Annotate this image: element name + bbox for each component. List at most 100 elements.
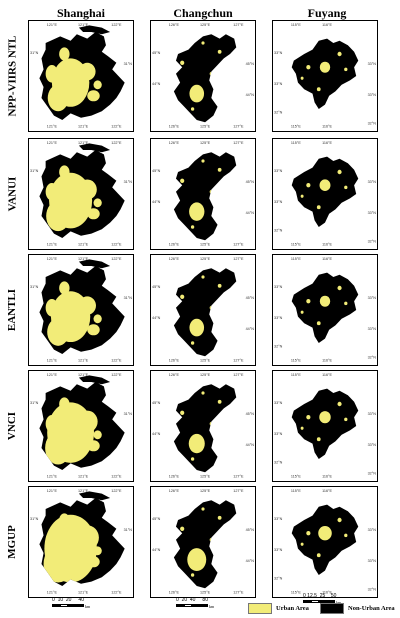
map-svg: 115°E 115°E 116°E 116°E 33°N 33°N 33°N 33°N 32°N… xyxy=(274,489,377,595)
map-svg: 126°E 126°E 125°E 125°E 127°E 127°E 45°N 45°N 44… xyxy=(152,257,255,363)
tick-label-x: 122°E xyxy=(111,243,122,247)
tick-label-y: 44°N xyxy=(152,316,161,320)
map-fuyang-npp-viirs-ntl: 115°E 115°E 116°E 116°E 33°N 33°N 33°N 33°N 32°N… xyxy=(272,20,378,132)
tick-label-x-top: 125°E xyxy=(200,23,211,27)
tick-label-x: 121°E xyxy=(78,475,89,479)
tick-label-x-top: 126°E xyxy=(169,257,180,261)
tick-label-y: 33°N xyxy=(274,285,283,289)
tick-label-x: 122°E xyxy=(111,475,122,479)
map-changchun-vnci: 126°E 126°E 125°E 125°E 127°E 127°E 45°N 45°N 44… xyxy=(150,370,256,482)
island xyxy=(78,491,111,501)
tick-label-x: 125°E xyxy=(200,359,211,363)
tick-label-x: 122°E xyxy=(111,359,122,363)
legend-label-non-urban: Non-Urban Area xyxy=(348,605,395,612)
tick-label-x-top: 121°E xyxy=(78,257,89,261)
tick-label-y-right: 31°N xyxy=(124,180,133,184)
tick-label-x: 116°E xyxy=(322,125,332,129)
tick-label-x-top: 126°E xyxy=(169,373,180,377)
non-urban-area xyxy=(291,38,359,109)
tick-label-x: 127°E xyxy=(233,475,244,479)
tick-label-y-right: 33°N xyxy=(368,62,377,66)
map-changchun-eantli: 126°E 126°E 125°E 125°E 127°E 127°E 45°N 45°N 44… xyxy=(150,254,256,366)
tick-label-y-right: 32°N xyxy=(368,239,377,243)
tick-label-y-right: 31°N xyxy=(124,528,133,532)
tick-label-x: 122°E xyxy=(111,591,122,595)
tick-label-y: 32°N xyxy=(274,344,283,348)
tick-label-y-right: 44°N xyxy=(246,93,255,97)
scalebar-shanghai: 0 10 20 40 km xyxy=(52,597,91,609)
scalebar-fuyang: 0 12.5 25 50 km xyxy=(303,593,341,605)
tick-label-y: 44°N xyxy=(152,548,161,552)
legend-non-urban-area: Non-Urban Area xyxy=(320,603,395,614)
tick-label-y-right: 44°N xyxy=(246,327,255,331)
tick-label-x-top: 121°E xyxy=(47,23,58,27)
tick-label-y: 33°N xyxy=(274,517,283,521)
map-svg: 126°E 126°E 125°E 125°E 127°E 127°E 45°N 45°N 44… xyxy=(152,373,254,479)
tick-label-x-top: 121°E xyxy=(78,373,89,377)
non-urban-area xyxy=(291,388,359,459)
row-label-mgup: MGUP xyxy=(6,525,19,559)
column-title-changchun: Changchun xyxy=(173,6,233,20)
tick-label-x-top: 121°E xyxy=(47,141,58,145)
tick-label-x: 125°E xyxy=(200,475,211,479)
tick-label-x-top: 125°E xyxy=(200,257,211,261)
tick-label-y: 33°N xyxy=(274,316,283,320)
tick-label-x: 115°E xyxy=(291,475,301,479)
map-changchun-mgup: 126°E 126°E 125°E 125°E 127°E 127°E 45°N 45°N 44… xyxy=(150,486,256,598)
tick-label-x: 116°E xyxy=(322,359,332,363)
tick-label-x-top: 121°E xyxy=(78,141,89,145)
map-svg: 115°E 115°E 116°E 116°E 33°N 33°N 33°N 33°N 32°N… xyxy=(274,257,377,363)
tick-label-y-right: 45°N xyxy=(246,296,255,300)
column-title-shanghai: Shanghai xyxy=(56,6,106,20)
tick-label-x: 126°E xyxy=(169,359,180,363)
tick-label-y: 45°N xyxy=(152,169,161,173)
map-fuyang-eantli: 115°E 115°E 116°E 116°E 33°N 33°N 33°N 33°N 32°N… xyxy=(272,254,378,366)
tick-label-y-right: 33°N xyxy=(368,296,377,300)
urban-area xyxy=(300,169,348,210)
tick-label-y: 45°N xyxy=(152,401,161,405)
tick-label-x: 116°E xyxy=(322,475,332,479)
row-label-npp-viirs-ntl: NPP-VIIRS NTL xyxy=(6,35,19,117)
tick-label-x-top: 126°E xyxy=(169,23,180,27)
tick-label-x-top: 116°E xyxy=(322,373,332,377)
non-urban-area xyxy=(173,500,237,589)
tick-label-x-top: 116°E xyxy=(322,23,332,27)
tick-label-x-top: 122°E xyxy=(111,373,122,377)
tick-label-x: 127°E xyxy=(233,125,244,129)
tick-label-x: 121°E xyxy=(78,125,89,129)
tick-label-y-right: 45°N xyxy=(246,528,255,532)
urban-area xyxy=(300,285,348,326)
legend-label-urban: Urban Area xyxy=(276,605,309,612)
island xyxy=(78,375,111,385)
tick-label-y: 45°N xyxy=(152,517,161,521)
map-shanghai-mgup: 121°E 121°E 121°E 121°E 122°E 122°E 31°N 31°N xyxy=(28,486,134,598)
tick-label-y-right: 32°N xyxy=(368,587,377,591)
tick-label-y-right: 31°N xyxy=(124,412,133,416)
urban-area xyxy=(180,275,222,345)
tick-label-x: 121°E xyxy=(47,475,58,479)
tick-label-x-top: 116°E xyxy=(322,141,332,145)
tick-label-x: 126°E xyxy=(169,125,180,129)
tick-label-x: 115°E xyxy=(291,243,301,247)
tick-label-y: 44°N xyxy=(152,200,161,204)
map-svg: 126°E 126°E 125°E 125°E 127°E 127°E 45°N 45°N 44… xyxy=(152,141,255,247)
tick-label-x: 115°E xyxy=(291,591,301,595)
tick-label-x-top: 115°E xyxy=(291,23,301,27)
tick-label-y-right: 44°N xyxy=(246,211,255,215)
urban-area xyxy=(45,165,102,232)
non-urban-area xyxy=(173,268,237,357)
tick-label-x-top: 126°E xyxy=(169,489,180,493)
map-fuyang-mgup: 115°E 115°E 116°E 116°E 33°N 33°N 33°N 33°N 32°N… xyxy=(272,486,378,598)
map-changchun-npp-viirs-ntl: 126°E 126°E 125°E 125°E 127°E 127°E 45°N 45°N 44… xyxy=(150,20,256,132)
tick-label-x-top: 125°E xyxy=(200,489,211,493)
tick-label-x-top: 115°E xyxy=(291,141,301,145)
urban-area xyxy=(300,401,348,442)
tick-label-x-top: 115°E xyxy=(291,257,301,261)
map-svg: 121°E 121°E 121°E 121°E 122°E 122°E 31°N 31°N xyxy=(30,257,132,363)
tick-label-x: 116°E xyxy=(322,591,332,595)
tick-label-y-right: 33°N xyxy=(368,443,377,447)
island xyxy=(78,143,111,153)
map-fuyang-vanui: 115°E 115°E 116°E 116°E 33°N 33°N 33°N 33°N 32°N… xyxy=(272,138,378,250)
tick-label-y: 45°N xyxy=(152,285,161,289)
tick-label-x-top: 122°E xyxy=(111,489,122,493)
